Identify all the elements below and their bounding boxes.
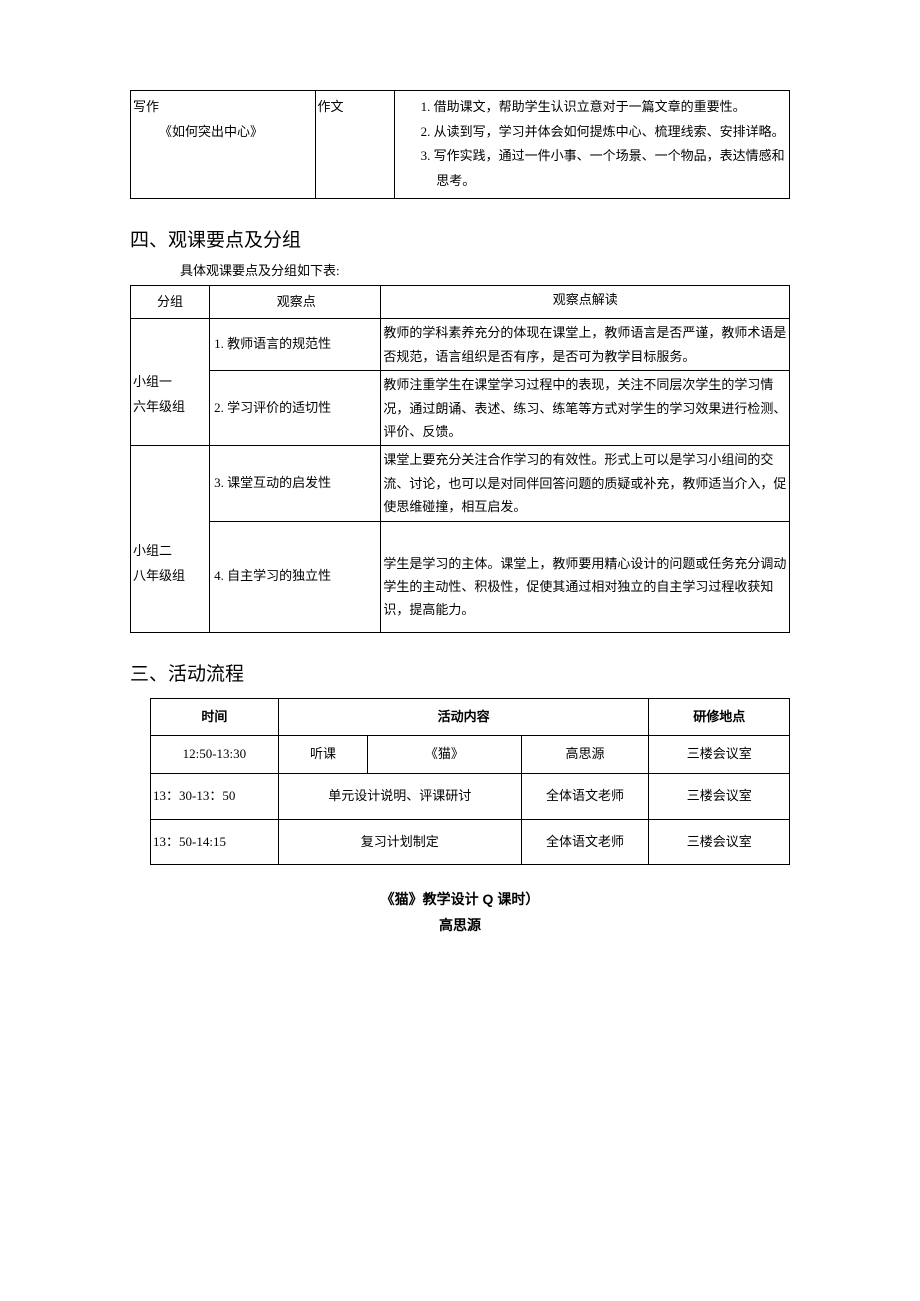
schedule-table: 时间 活动内容 研修地点 12:50-13:30 听课 《猫》 高思源 三楼会议… xyxy=(150,698,790,866)
t3-r0-loc: 三楼会议室 xyxy=(649,736,790,774)
t1-col1: 写作 《如何突出中心》 xyxy=(131,91,316,199)
t2-h0: 分组 xyxy=(131,285,210,319)
t1-item: 2. 从读到写，学习并体会如何提炼中心、梳理线索、安排详略。 xyxy=(395,120,785,145)
t1-col1-l1: 写作 xyxy=(133,99,159,114)
t2-g2-n1: 小组二 xyxy=(133,543,172,558)
t3-r0-t: 12:50-13:30 xyxy=(151,736,279,774)
t2-g1-r1d: 教师的学科素养充分的体现在课堂上，教师语言是否严谨，教师术语是否规范，语言组织是… xyxy=(381,319,790,371)
t3-r1-c: 全体语文老师 xyxy=(521,774,649,820)
t2-g2-r2d: 学生是学习的主体。课堂上，教师要用精心设计的问题或任务充分调动学生的主动性、积极… xyxy=(381,521,790,632)
t2-g1-r2d: 教师注重学生在课堂学习过程中的表现，关注不同层次学生的学习情况，通过朗诵、表述、… xyxy=(381,371,790,446)
t1-col2: 作文 xyxy=(315,91,394,199)
t2-g2-r1p: 3. 课堂互动的启发性 xyxy=(210,446,381,521)
t3-r1-a: 单元设计说明、评课研讨 xyxy=(278,774,521,820)
t3-r2-loc: 三楼会议室 xyxy=(649,819,790,865)
t2-g2-n2: 八年级组 xyxy=(133,568,185,583)
t3-r2-a: 复习计划制定 xyxy=(278,819,521,865)
writing-goals-table: 写作 《如何突出中心》 作文 1. 借助课文，帮助学生认识立意对于一篇文章的重要… xyxy=(130,90,790,199)
t3-r0-c: 高思源 xyxy=(521,736,649,774)
t3-r0-b: 《猫》 xyxy=(368,736,521,774)
t2-g2-name: 小组二 八年级组 xyxy=(131,446,210,632)
t2-g2-r1d: 课堂上要充分关注合作学习的有效性。形式上可以是学习小组间的交流、讨论，也可以是对… xyxy=(381,446,790,521)
lesson-author: 高思源 xyxy=(130,915,790,935)
section-4-sub: 具体观课要点及分组如下表: xyxy=(180,260,790,279)
t1-item: 3. 写作实践，通过一件小事、一个场景、一个物品，表达情感和思考。 xyxy=(395,144,785,193)
lesson-title: 《猫》教学设计 Q 课时） xyxy=(130,889,790,909)
t2-g1-n2: 六年级组 xyxy=(133,399,185,414)
t1-item: 1. 借助课文，帮助学生认识立意对于一篇文章的重要性。 xyxy=(395,95,785,120)
t1-col1-l2: 《如何突出中心》 xyxy=(133,120,313,145)
t2-g1-r2p: 2. 学习评价的适切性 xyxy=(210,371,381,446)
t2-h1: 观察点 xyxy=(210,285,381,319)
t3-h0: 时间 xyxy=(151,698,279,736)
t2-g2-r2p: 4. 自主学习的独立性 xyxy=(210,521,381,632)
t3-r1-t: 13：30-13：50 xyxy=(151,774,279,820)
t1-col3: 1. 借助课文，帮助学生认识立意对于一篇文章的重要性。 2. 从读到写，学习并体… xyxy=(394,91,789,199)
t2-h2: 观察点解读 xyxy=(381,285,790,319)
observation-table: 分组 观察点 观察点解读 小组一 六年级组 1. 教师语言的规范性 教师的学科素… xyxy=(130,285,790,633)
t3-r2-c: 全体语文老师 xyxy=(521,819,649,865)
t3-h1: 活动内容 xyxy=(278,698,649,736)
section-3-heading: 三、活动流程 xyxy=(130,659,790,686)
t2-g1-r1p: 1. 教师语言的规范性 xyxy=(210,319,381,371)
t2-g1-name: 小组一 六年级组 xyxy=(131,319,210,446)
section-4-heading: 四、观课要点及分组 xyxy=(130,225,790,252)
t3-r0-a: 听课 xyxy=(278,736,367,774)
t2-g1-n1: 小组一 xyxy=(133,374,172,389)
t3-h2: 研修地点 xyxy=(649,698,790,736)
t3-r1-loc: 三楼会议室 xyxy=(649,774,790,820)
t3-r2-t: 13：50-14:15 xyxy=(151,819,279,865)
